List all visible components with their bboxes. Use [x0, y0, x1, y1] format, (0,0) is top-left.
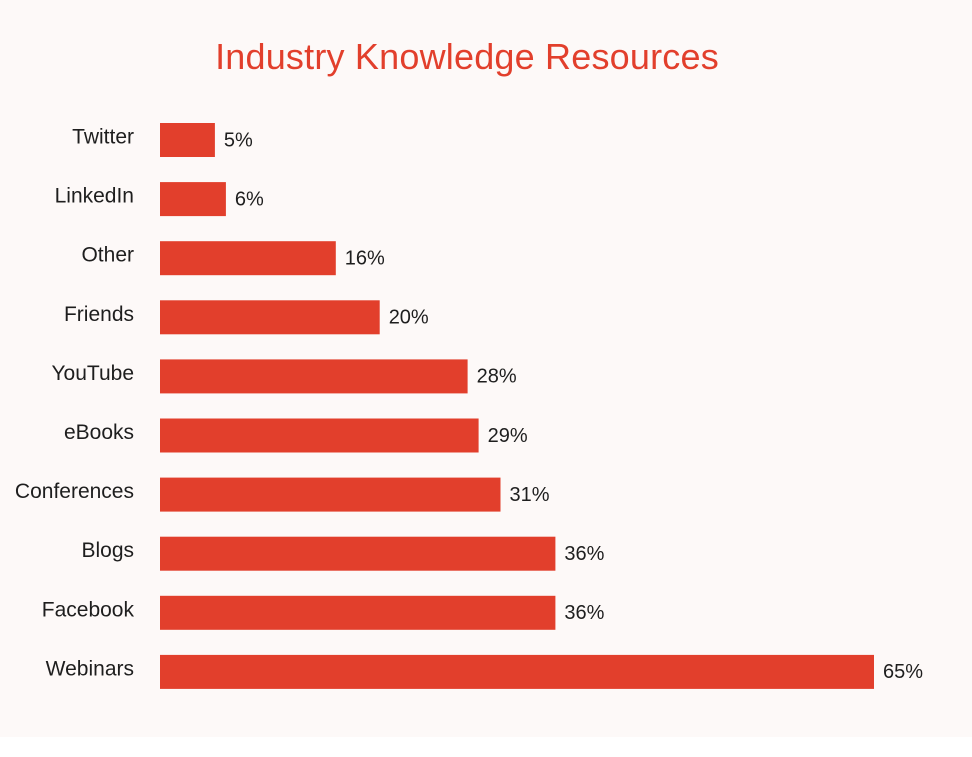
- chart-title: Industry Knowledge Resources: [215, 36, 719, 77]
- category-label-linkedin: LinkedIn: [55, 185, 134, 208]
- category-label-ebooks: eBooks: [64, 421, 134, 444]
- bar-friends: [160, 300, 380, 335]
- category-label-twitter: Twitter: [72, 126, 134, 149]
- category-label-facebook: Facebook: [42, 598, 135, 621]
- bar-other: [160, 241, 336, 276]
- bar-linkedin: [160, 182, 226, 217]
- bar-ebooks: [160, 418, 479, 453]
- category-label-blogs: Blogs: [81, 539, 134, 562]
- value-label-conferences: 31%: [510, 484, 550, 506]
- value-label-blogs: 36%: [564, 543, 604, 565]
- category-label-webinars: Webinars: [46, 657, 134, 680]
- bar-facebook: [160, 595, 556, 630]
- category-label-youtube: YouTube: [51, 362, 134, 385]
- value-label-twitter: 5%: [224, 129, 253, 151]
- value-label-youtube: 28%: [477, 366, 517, 388]
- bar-blogs: [160, 536, 556, 571]
- value-label-other: 16%: [345, 247, 385, 269]
- category-label-other: Other: [81, 244, 134, 267]
- bar-conferences: [160, 477, 501, 512]
- value-label-linkedin: 6%: [235, 188, 264, 210]
- category-label-friends: Friends: [64, 303, 134, 326]
- bar-youtube: [160, 359, 468, 394]
- bar-twitter: [160, 123, 215, 157]
- bar-chart: Twitter 5% LinkedIn 6% Other 16% Friends 20% You…: [15, 123, 923, 689]
- value-label-webinars: 65%: [883, 661, 923, 683]
- chart-container: Industry Knowledge Resources Twitter 5% Li…: [14, 36, 924, 689]
- value-label-ebooks: 29%: [488, 425, 528, 447]
- category-label-conferences: Conferences: [15, 480, 134, 503]
- value-label-facebook: 36%: [564, 602, 604, 624]
- value-label-friends: 20%: [389, 307, 429, 329]
- bar-webinars: [160, 654, 874, 689]
